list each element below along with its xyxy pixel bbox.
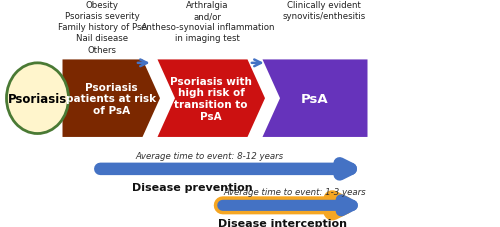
Text: PsA: PsA xyxy=(301,92,329,105)
Text: Arthralgia
and/or
entheso-synovial inflammation
in imaging test: Arthralgia and/or entheso-synovial infla… xyxy=(141,1,274,43)
Text: Disease interception: Disease interception xyxy=(218,218,347,227)
Text: Psoriasis with
high risk of
transition to
PsA: Psoriasis with high risk of transition t… xyxy=(170,76,252,121)
Text: Average time to event: 1-3 years: Average time to event: 1-3 years xyxy=(224,187,366,196)
Text: Obesity
Psoriasis severity
Family history of PsA
Nail disease
Others: Obesity Psoriasis severity Family histor… xyxy=(58,1,147,54)
Text: Clinically evident
synovitis/enthesitis: Clinically evident synovitis/enthesitis xyxy=(282,1,366,21)
Text: Average time to event: 8-12 years: Average time to event: 8-12 years xyxy=(136,151,284,160)
Polygon shape xyxy=(158,60,265,137)
Text: Disease prevention: Disease prevention xyxy=(132,182,253,192)
Polygon shape xyxy=(62,60,160,137)
Text: Psoriasis: Psoriasis xyxy=(8,92,67,105)
Text: Psoriasis
patients at risk
of PsA: Psoriasis patients at risk of PsA xyxy=(66,82,156,115)
Ellipse shape xyxy=(6,64,68,134)
Polygon shape xyxy=(262,60,368,137)
